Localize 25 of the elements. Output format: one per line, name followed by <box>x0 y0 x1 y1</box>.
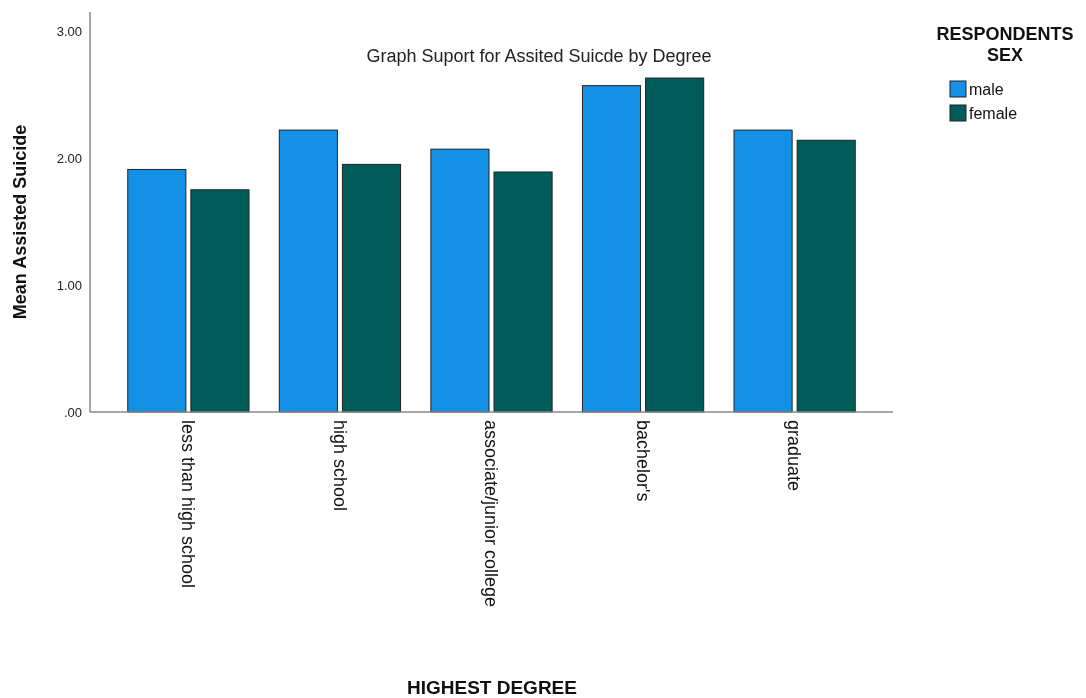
x-tick-label: bachelor's <box>632 420 653 502</box>
x-tick-label: graduate <box>784 420 805 492</box>
x-axis-title: HIGHEST DEGREE <box>407 677 577 698</box>
y-tick-label: .00 <box>63 404 82 420</box>
bar <box>278 129 338 413</box>
text: Graph Suport for Assited Suicde by Degree <box>366 46 712 66</box>
bar <box>190 189 250 413</box>
y-axis-title: Mean Assisted Suicide <box>10 124 30 320</box>
bar <box>430 148 490 413</box>
legend-label: female <box>969 104 1018 122</box>
bar <box>493 171 553 413</box>
y-tick-label: 3.00 <box>56 23 82 39</box>
y-tick-label: 1.00 <box>56 277 82 293</box>
bar <box>796 139 856 413</box>
legend-title: RESPONDENTS SEX <box>936 24 1074 65</box>
y-tick-label: 2.00 <box>56 150 82 166</box>
x-tick-label: associate/junior college <box>481 420 502 608</box>
x-tick-label: less than high school <box>178 420 199 589</box>
bar <box>341 163 402 413</box>
bar <box>645 77 705 413</box>
legend-label: male <box>969 80 1004 98</box>
bar <box>733 129 793 413</box>
x-tick-label: high school <box>329 420 350 512</box>
bar <box>127 168 187 413</box>
bar <box>581 85 642 413</box>
